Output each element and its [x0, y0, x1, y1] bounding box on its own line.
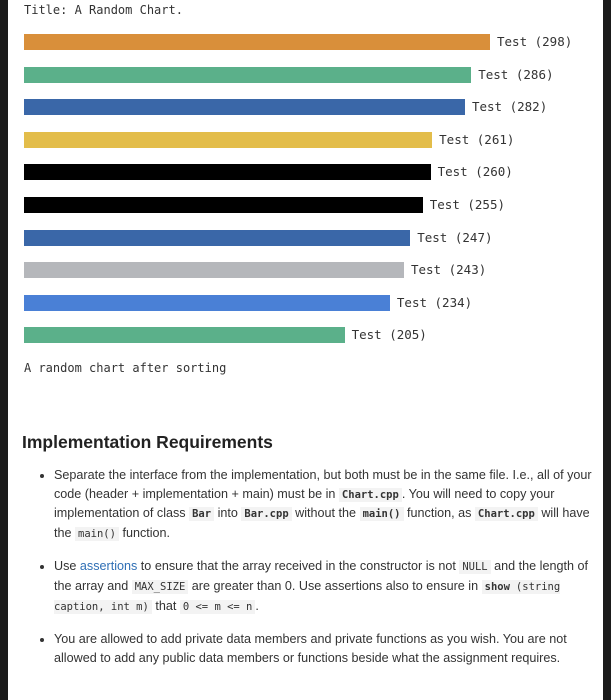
requirement-item: Separate the interface from the implemen… [54, 466, 602, 543]
chart-caption: A random chart after sorting [24, 361, 227, 375]
requirement-item: Use assertions to ensure that the array … [54, 557, 602, 616]
bar [24, 99, 465, 116]
bar-label: Test (243) [410, 262, 487, 278]
inline-code: main() [359, 507, 404, 522]
bar-label: Test (286) [478, 66, 554, 82]
text: are greater than 0. Use assertions also … [188, 578, 482, 593]
inline-code: Chart.cpp [338, 487, 402, 502]
text: will have the [54, 506, 590, 540]
bar-chart: Test (298) Test (286) Test (282) Test (261)… [8, 0, 603, 360]
bar [24, 327, 345, 344]
bar [24, 229, 411, 246]
text: function, as [403, 506, 475, 521]
inline-code: Bar.cpp [241, 507, 292, 522]
requirements-list: Separate the interface from the implemen… [22, 466, 602, 681]
inline-code: Bar [189, 507, 215, 522]
requirement-item: You are allowed to add private data memb… [54, 630, 602, 667]
bar-label: Test (234) [396, 294, 473, 310]
text: that [151, 598, 180, 613]
inline-code: NULL [459, 560, 491, 575]
text: without the [291, 506, 360, 521]
bar [24, 294, 390, 311]
text: You are allowed to add private data memb… [54, 632, 567, 665]
inline-code: Chart.cpp [474, 507, 538, 522]
bar-label: Test (255) [429, 197, 506, 212]
text: Separate the interface from the implemen… [54, 468, 592, 501]
bar-label: Test (261) [439, 131, 515, 147]
inline-code: 0 <= m <= n [179, 599, 256, 614]
document-page: Title: A Random Chart. Test (298) Test (2… [8, 0, 603, 700]
bar [24, 197, 423, 213]
text: . [255, 598, 259, 613]
bar-label: Test (298) [497, 34, 573, 49]
inline-code: show [481, 579, 513, 594]
text: . You will need to copy your implementat… [54, 486, 555, 521]
text: function. [118, 525, 171, 540]
section-heading: Implementation Requirements [22, 432, 273, 452]
bar-label: Test (205) [351, 327, 427, 343]
bar [24, 164, 431, 181]
text: and the length of the array and [54, 559, 588, 593]
bar-label: Test (260) [437, 164, 513, 180]
bar-label: Test (282) [471, 99, 548, 115]
bar [24, 131, 433, 148]
bar [24, 66, 472, 83]
text: to ensure that the array received in the… [137, 559, 460, 574]
chart-title: Title: A Random Chart. [24, 3, 183, 17]
text: Use [54, 559, 80, 574]
bar [24, 34, 490, 50]
text: into [214, 506, 242, 521]
inline-code: main() [75, 526, 119, 541]
assertions-link[interactable]: assertions [79, 559, 138, 574]
bar-label: Test (247) [417, 229, 493, 245]
bar [24, 262, 404, 279]
inline-code: MAX_SIZE [131, 579, 189, 594]
